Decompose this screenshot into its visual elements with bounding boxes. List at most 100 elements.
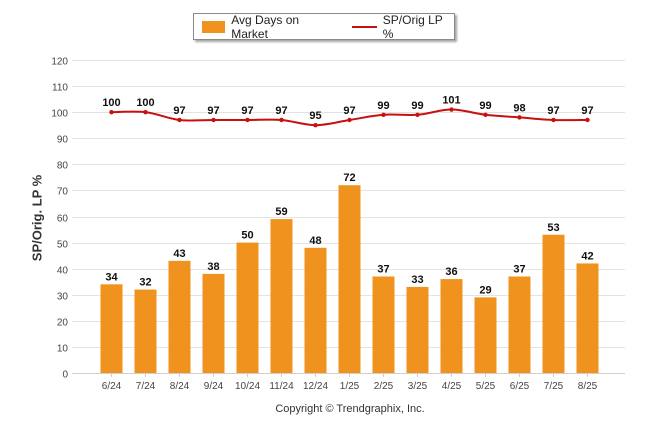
bar-value-label: 72 bbox=[343, 172, 355, 184]
line-value-label: 100 bbox=[102, 97, 120, 109]
x-tick-label: 5/25 bbox=[476, 381, 496, 392]
line-point bbox=[347, 117, 352, 123]
bar-value-label: 50 bbox=[241, 230, 253, 242]
y-tick-label: 0 bbox=[62, 370, 68, 381]
y-tick-label: 40 bbox=[57, 266, 69, 277]
bar-value-label: 42 bbox=[581, 250, 593, 262]
line-point bbox=[279, 117, 284, 123]
legend-bar-swatch bbox=[202, 20, 226, 33]
bar-value-label: 33 bbox=[411, 274, 423, 286]
y-tick-label: 80 bbox=[57, 161, 69, 172]
bar bbox=[508, 276, 531, 373]
line-point bbox=[177, 117, 182, 123]
line-value-label: 101 bbox=[442, 95, 460, 107]
bar bbox=[270, 219, 293, 373]
x-tick-label: 8/24 bbox=[170, 381, 190, 392]
bar bbox=[440, 279, 463, 373]
y-tick-label: 70 bbox=[57, 187, 69, 198]
copyright-text: Copyright © Trendgraphix, Inc. bbox=[275, 403, 425, 415]
y-tick-label: 50 bbox=[57, 240, 69, 251]
line-value-label: 98 bbox=[513, 102, 525, 114]
bar bbox=[168, 260, 191, 373]
y-tick-label: 90 bbox=[57, 135, 69, 146]
line-point bbox=[483, 112, 488, 117]
bar-value-label: 29 bbox=[479, 284, 491, 296]
bar-value-label: 59 bbox=[275, 206, 287, 218]
x-tick-label: 1/25 bbox=[340, 381, 360, 392]
legend-line-swatch bbox=[351, 25, 377, 28]
x-tick-label: 12/24 bbox=[303, 381, 328, 392]
x-tick-label: 6/25 bbox=[510, 381, 530, 392]
y-tick-label: 110 bbox=[52, 83, 68, 94]
bar bbox=[304, 247, 327, 373]
line-value-label: 97 bbox=[581, 105, 593, 117]
bar bbox=[542, 234, 565, 373]
bar-value-label: 38 bbox=[207, 261, 219, 273]
bar bbox=[100, 284, 123, 373]
bar-value-label: 43 bbox=[173, 248, 185, 260]
x-tick-label: 2/25 bbox=[374, 381, 394, 392]
x-tick-label: 9/24 bbox=[204, 381, 224, 392]
line-point bbox=[109, 109, 114, 115]
legend: Avg Days on Market SP/Orig LP % bbox=[193, 13, 455, 41]
y-tick-label: 30 bbox=[57, 292, 69, 303]
bar-value-label: 48 bbox=[309, 235, 321, 247]
x-tick-label: 11/24 bbox=[269, 381, 294, 392]
bar bbox=[236, 242, 259, 373]
line-point bbox=[449, 107, 454, 112]
line-point bbox=[517, 115, 522, 120]
bar-value-label: 36 bbox=[445, 266, 457, 278]
y-tick-label: 20 bbox=[57, 318, 69, 329]
line-point bbox=[551, 117, 556, 123]
bar bbox=[202, 273, 225, 373]
line-value-label: 97 bbox=[207, 105, 219, 117]
x-tick-label: 10/24 bbox=[235, 381, 260, 392]
y-axis-ticks: 0 10 20 30 40 50 60 70 80 90 100 110 120 bbox=[51, 57, 68, 381]
bar-value-label: 32 bbox=[139, 277, 151, 289]
legend-item-sp-lp[interactable]: SP/Orig LP % bbox=[336, 13, 454, 41]
data-labels: 34 32 43 38 50 59 48 72 37 33 36 29 37 53 42 100 100 97 97… bbox=[102, 95, 593, 297]
bar bbox=[338, 185, 361, 373]
line-value-label: 97 bbox=[275, 105, 287, 117]
line-value-label: 99 bbox=[479, 100, 491, 112]
line-value-label: 97 bbox=[241, 105, 253, 117]
legend-label-days: Avg Days on Market bbox=[231, 12, 300, 41]
line-point bbox=[313, 123, 318, 128]
line-value-label: 95 bbox=[309, 110, 321, 122]
bar bbox=[134, 289, 157, 373]
line-value-label: 99 bbox=[377, 100, 389, 112]
x-tick-label: 4/25 bbox=[442, 381, 462, 392]
x-tick-label: 3/25 bbox=[408, 381, 428, 392]
line-value-label: 97 bbox=[343, 105, 355, 117]
line-point bbox=[381, 112, 386, 117]
bar bbox=[576, 263, 599, 373]
bar-value-label: 37 bbox=[513, 263, 525, 275]
x-tick-label: 6/24 bbox=[102, 381, 122, 392]
bar-value-label: 53 bbox=[547, 222, 559, 234]
y-tick-label: 120 bbox=[51, 57, 68, 68]
bar-value-label: 34 bbox=[105, 271, 118, 283]
x-tick-label: 7/24 bbox=[136, 381, 156, 392]
line-point bbox=[245, 117, 250, 123]
y-tick-label: 10 bbox=[57, 344, 69, 355]
line-point bbox=[585, 117, 590, 123]
x-axis-ticks: 6/24 7/24 8/24 9/24 10/24 11/24 12/24 1/25 2/25 3… bbox=[102, 373, 598, 392]
line-point bbox=[211, 117, 216, 123]
line-value-label: 100 bbox=[136, 97, 154, 109]
bar bbox=[474, 297, 497, 373]
bar bbox=[372, 276, 395, 373]
bars-days-on-market bbox=[100, 185, 599, 373]
y-axis-label: SP/Orig. LP % bbox=[29, 174, 45, 262]
x-tick-label: 8/25 bbox=[578, 381, 598, 392]
line-value-label: 99 bbox=[411, 100, 423, 112]
legend-item-days[interactable]: Avg Days on Market bbox=[194, 13, 336, 41]
y-tick-label: 100 bbox=[51, 109, 68, 120]
y-tick-label: 60 bbox=[57, 214, 69, 225]
bar-value-label: 37 bbox=[377, 263, 389, 275]
legend-label-sp-lp: SP/Orig LP % bbox=[382, 12, 443, 41]
line-point bbox=[415, 112, 420, 117]
line-value-label: 97 bbox=[547, 105, 559, 117]
line-sp-orig-lp bbox=[109, 107, 590, 128]
bar bbox=[406, 286, 429, 373]
